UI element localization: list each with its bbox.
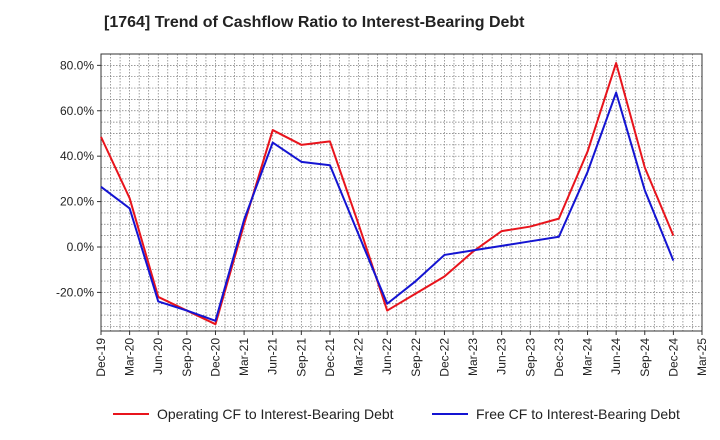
- x-tick-label: Dec-20: [208, 338, 222, 377]
- y-tick-label: -20.0%: [56, 285, 94, 299]
- data-point: [672, 235, 674, 237]
- data-point: [558, 236, 560, 238]
- x-tick-label: Mar-21: [237, 338, 251, 376]
- series-line-2: [100, 91, 675, 322]
- data-point: [415, 293, 417, 295]
- x-tick-label: Dec-22: [437, 338, 451, 377]
- data-point: [644, 167, 646, 169]
- data-point: [157, 300, 159, 302]
- data-point: [501, 230, 503, 232]
- data-point: [472, 249, 474, 251]
- x-tick-label: Sep-20: [180, 338, 194, 377]
- data-point: [100, 186, 102, 188]
- data-point: [100, 136, 102, 138]
- data-point: [386, 303, 388, 305]
- y-tick-label: 40.0%: [60, 149, 94, 163]
- grid-lines: [101, 53, 702, 331]
- x-tick-label: Sep-22: [409, 338, 423, 377]
- y-tick-label: 80.0%: [60, 58, 94, 72]
- x-tick-label: Sep-24: [638, 338, 652, 377]
- data-point: [386, 310, 388, 312]
- data-point: [358, 234, 360, 236]
- x-tick-label: Mar-22: [352, 338, 366, 376]
- data-point: [672, 260, 674, 262]
- data-point: [243, 219, 245, 221]
- x-tick-label: Dec-19: [94, 338, 108, 377]
- data-point: [129, 207, 131, 209]
- data-point: [329, 140, 331, 142]
- legend-label: Free CF to Interest-Bearing Debt: [476, 406, 680, 422]
- x-tick-label: Dec-21: [323, 338, 337, 377]
- data-point: [214, 320, 216, 322]
- x-tick-label: Dec-23: [552, 338, 566, 377]
- data-point: [214, 323, 216, 325]
- x-tick-label: Mar-20: [123, 338, 137, 376]
- data-point: [358, 223, 360, 225]
- chart-title: [1764] Trend of Cashflow Ratio to Intere…: [104, 14, 525, 31]
- data-point: [415, 280, 417, 282]
- x-tick-label: Dec-24: [666, 338, 680, 377]
- data-point: [529, 226, 531, 228]
- data-point: [501, 245, 503, 247]
- data-point: [443, 254, 445, 256]
- x-tick-label: Jun-20: [151, 338, 165, 375]
- legend-label: Operating CF to Interest-Bearing Debt: [157, 406, 394, 422]
- x-tick-label: Sep-21: [294, 338, 308, 377]
- x-tick-label: Jun-23: [495, 338, 509, 375]
- data-point: [129, 197, 131, 199]
- data-point: [186, 310, 188, 312]
- x-tick-label: Mar-24: [581, 338, 595, 376]
- x-tick-label: Jun-22: [380, 338, 394, 375]
- x-tick-label: Sep-23: [523, 338, 537, 377]
- data-point: [615, 62, 617, 64]
- data-point: [644, 189, 646, 191]
- data-point: [443, 276, 445, 278]
- y-axis: -20.0% 0.0% 20.0% 40.0% 60.0% 80.0%: [56, 58, 101, 299]
- x-tick-label: Mar-25: [695, 338, 709, 376]
- legend: Operating CF to Interest-Bearing Debt Fre…: [113, 406, 680, 422]
- x-tick-label: Jun-24: [609, 338, 623, 375]
- data-point: [329, 164, 331, 166]
- data-point: [587, 151, 589, 153]
- y-tick-label: 20.0%: [60, 195, 94, 209]
- plot-area: [100, 53, 703, 332]
- data-point: [587, 171, 589, 173]
- x-tick-label: Jun-21: [266, 338, 280, 375]
- data-point: [300, 144, 302, 146]
- x-tick-label: Mar-23: [466, 338, 480, 376]
- data-point: [300, 161, 302, 163]
- data-point: [529, 240, 531, 242]
- x-axis: Dec-19 Mar-20 Jun-20 Sep-20 Dec-20 Mar-21 Jun-…: [94, 331, 709, 377]
- y-tick-label: 60.0%: [60, 104, 94, 118]
- data-point: [272, 142, 274, 144]
- series-lines: [100, 62, 675, 326]
- data-point: [558, 218, 560, 220]
- data-point: [272, 129, 274, 131]
- series-line-1: [100, 62, 675, 326]
- y-tick-label: 0.0%: [67, 240, 95, 254]
- data-point: [615, 92, 617, 94]
